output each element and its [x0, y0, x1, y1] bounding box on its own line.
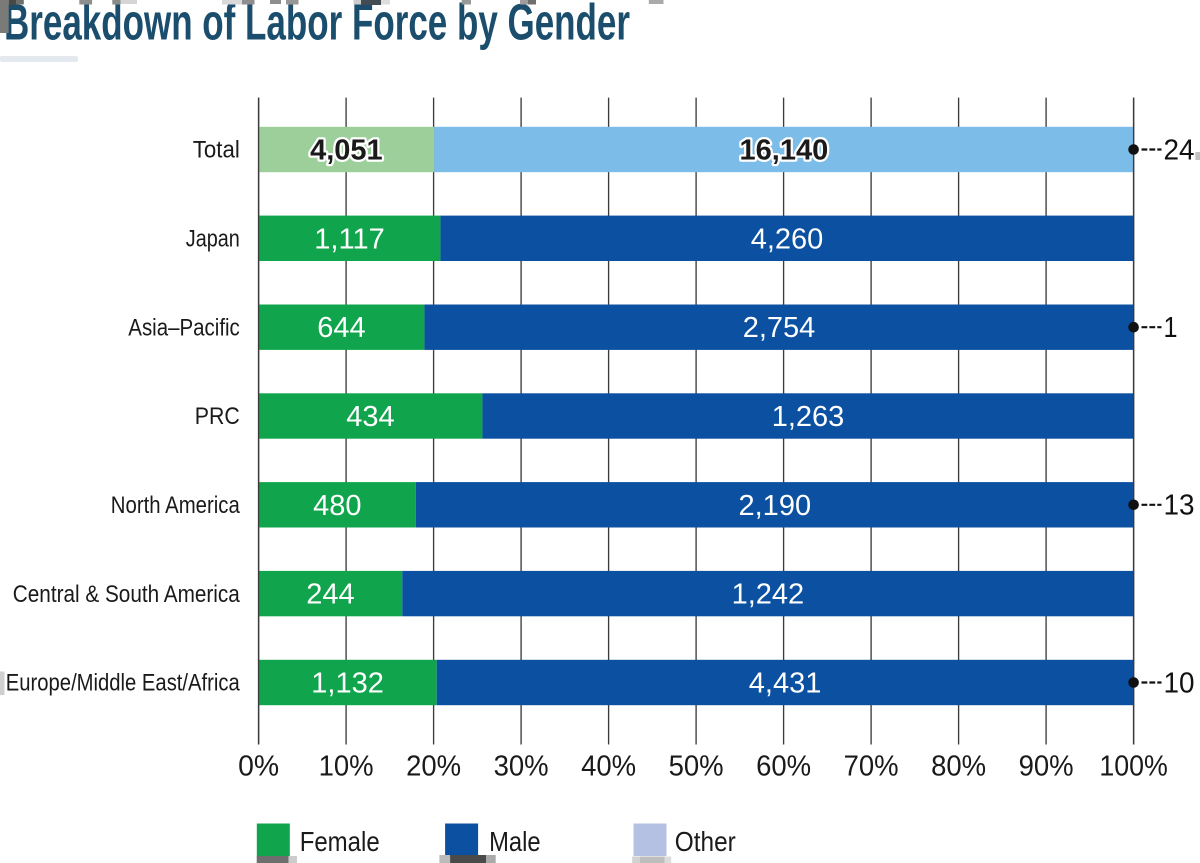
svg-text:Europe/Middle East/Africa: Europe/Middle East/Africa	[6, 670, 241, 697]
svg-text:24: 24	[1164, 134, 1195, 166]
svg-text:2,190: 2,190	[739, 490, 812, 522]
svg-text:Japan: Japan	[186, 226, 240, 253]
svg-text:1,263: 1,263	[772, 401, 845, 433]
svg-text:13: 13	[1164, 490, 1195, 522]
svg-text:4,431: 4,431	[749, 668, 822, 700]
svg-text:PRC: PRC	[195, 403, 240, 430]
svg-text:Total: Total	[193, 137, 240, 164]
svg-text:80%: 80%	[931, 751, 986, 783]
svg-text:1,132: 1,132	[311, 668, 384, 700]
svg-text:40%: 40%	[581, 751, 636, 783]
svg-text:10: 10	[1164, 667, 1195, 699]
svg-text:50%: 50%	[669, 751, 724, 783]
svg-text:Breakdown of Labor Force by Ge: Breakdown of Labor Force by Gender	[4, 0, 630, 51]
svg-text:90%: 90%	[1019, 751, 1074, 783]
svg-text:1: 1	[1164, 312, 1178, 344]
svg-text:Other: Other	[675, 826, 736, 857]
svg-text:16,140: 16,140	[740, 135, 829, 167]
svg-text:4,260: 4,260	[751, 223, 824, 255]
svg-text:Central & South America: Central & South America	[13, 581, 241, 608]
svg-text:Asia–Pacific: Asia–Pacific	[128, 314, 240, 341]
svg-text:30%: 30%	[494, 751, 549, 783]
svg-text:20%: 20%	[406, 751, 461, 783]
svg-text:2,754: 2,754	[743, 312, 816, 344]
svg-text:60%: 60%	[756, 751, 811, 783]
svg-text:70%: 70%	[844, 751, 899, 783]
svg-text:480: 480	[313, 490, 361, 522]
svg-text:Female: Female	[300, 826, 380, 857]
svg-text:1,117: 1,117	[314, 223, 384, 255]
svg-text:Male: Male	[489, 826, 540, 857]
svg-text:100%: 100%	[1099, 751, 1168, 783]
svg-text:4,051: 4,051	[310, 135, 383, 167]
svg-text:1,242: 1,242	[732, 579, 805, 611]
svg-text:North America: North America	[111, 492, 241, 519]
svg-text:244: 244	[306, 579, 354, 611]
svg-text:0%: 0%	[238, 751, 279, 783]
svg-text:644: 644	[317, 312, 365, 344]
svg-text:10%: 10%	[319, 751, 374, 783]
svg-text:434: 434	[346, 401, 394, 433]
